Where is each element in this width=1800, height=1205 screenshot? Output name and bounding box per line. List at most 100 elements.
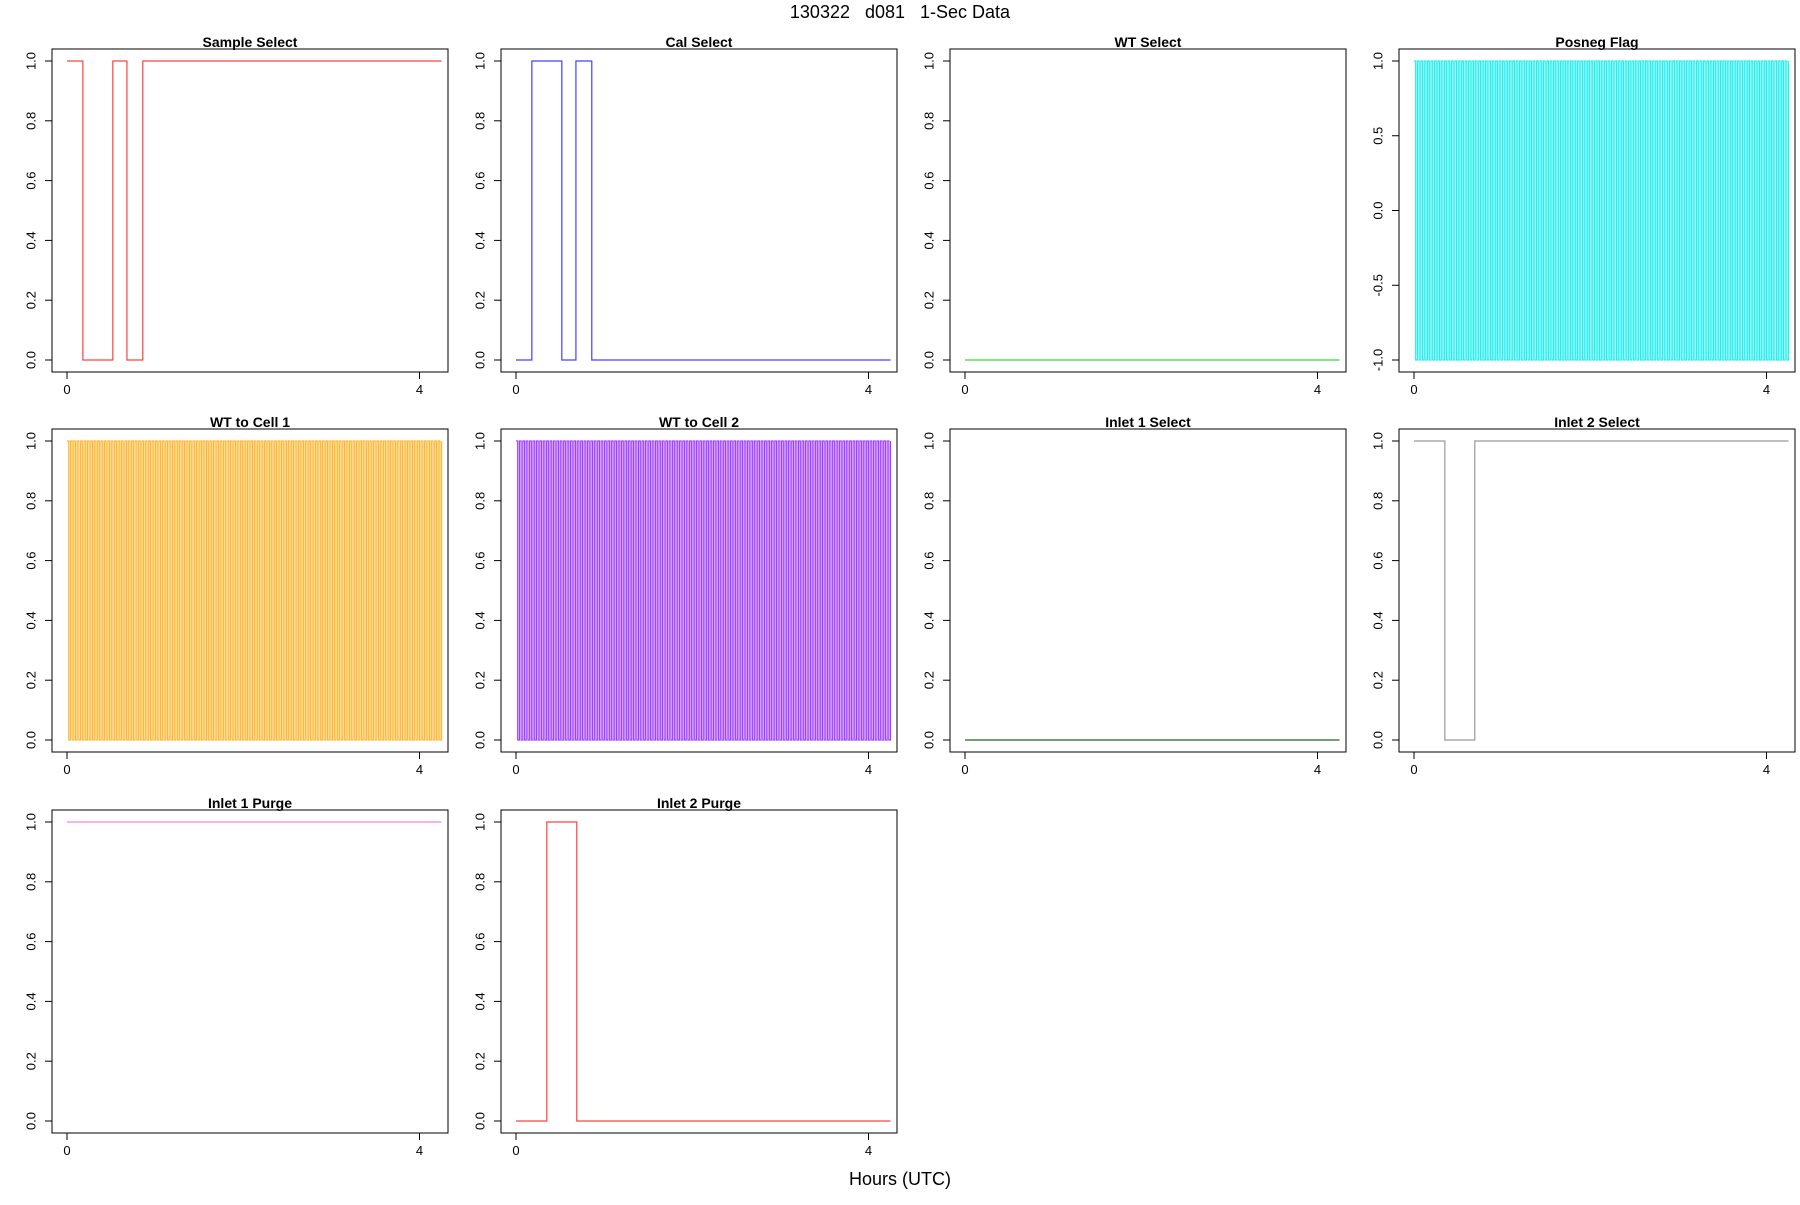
- y-tick-label: 0.6: [921, 172, 936, 190]
- y-tick-label: 1.0: [1370, 432, 1385, 450]
- panel-title: Sample Select: [203, 34, 298, 50]
- panel-4: Posneg Flag 0 4 -1.0 -0.5 0.0 0.5 1.0: [1370, 34, 1796, 397]
- series-line: [516, 60, 891, 361]
- y-tick-label: 0.0: [472, 1112, 487, 1130]
- panel-9: Inlet 1 Purge 0 4 0.0 0.2 0.4 0.6 0.8 1.0: [23, 795, 449, 1158]
- y-tick-label: 1.0: [472, 432, 487, 450]
- x-tick-label: 0: [63, 382, 70, 397]
- series-line: [1414, 440, 1789, 741]
- y-tick-label: 0.0: [921, 351, 936, 369]
- panel-8: Inlet 2 Select 0 4 0.0 0.2 0.4 0.6 0.8 1.0: [1370, 414, 1796, 777]
- y-tick-label: 0.4: [23, 992, 38, 1010]
- y-tick-label: 0.2: [472, 291, 487, 309]
- y-tick-label: 0.8: [921, 112, 936, 130]
- x-tick-label: 4: [416, 1143, 423, 1158]
- y-tick-label: 0.0: [1370, 201, 1385, 219]
- y-tick-label: 0.8: [921, 492, 936, 510]
- x-axis-title: Hours (UTC): [849, 1169, 951, 1189]
- x-tick-label: 4: [865, 762, 872, 777]
- panel-1: Sample Select 0 4 0.0 0.2 0.4 0.6 0.8 1.0: [23, 34, 449, 397]
- y-tick-label: 0.4: [1370, 611, 1385, 629]
- x-tick-label: 4: [1314, 762, 1321, 777]
- x-tick-label: 0: [1410, 382, 1417, 397]
- y-tick-label: 0.8: [23, 873, 38, 891]
- y-tick-label: 0.8: [23, 112, 38, 130]
- plot-frame: [51, 428, 449, 753]
- series-line: [1414, 60, 1790, 361]
- series-line: [516, 440, 892, 741]
- y-tick-label: 0.6: [23, 172, 38, 190]
- y-tick-label: 0.4: [472, 231, 487, 249]
- y-tick-label: 0.0: [1370, 731, 1385, 749]
- y-tick-label: 0.6: [472, 552, 487, 570]
- y-tick-label: 1.0: [23, 52, 38, 70]
- y-tick-label: 0.0: [23, 731, 38, 749]
- y-tick-label: 0.4: [472, 992, 487, 1010]
- x-tick-label: 0: [63, 1143, 70, 1158]
- x-tick-label: 0: [63, 762, 70, 777]
- panel-5: WT to Cell 1 0 4 0.0 0.2 0.4 0.6 0.8 1.0: [23, 414, 449, 777]
- y-tick-label: 0.4: [921, 231, 936, 249]
- y-tick-label: 0.8: [472, 112, 487, 130]
- x-tick-label: 0: [512, 762, 519, 777]
- x-tick-label: 4: [865, 382, 872, 397]
- series-line: [67, 60, 442, 361]
- y-tick-label: 1.0: [921, 432, 936, 450]
- y-tick-label: 0.2: [23, 671, 38, 689]
- panel-title: Inlet 2 Select: [1554, 414, 1640, 430]
- y-tick-label: -1.0: [1370, 349, 1385, 371]
- plot-frame: [500, 48, 898, 373]
- y-tick-label: 0.0: [23, 351, 38, 369]
- y-tick-label: 0.2: [921, 291, 936, 309]
- y-tick-label: 0.0: [472, 731, 487, 749]
- plot-frame: [1398, 428, 1796, 753]
- x-tick-label: 0: [961, 762, 968, 777]
- y-tick-label: 1.0: [921, 52, 936, 70]
- y-tick-label: 1.0: [23, 813, 38, 831]
- plot-frame: [51, 48, 449, 373]
- x-tick-label: 4: [1763, 382, 1770, 397]
- x-tick-label: 0: [512, 382, 519, 397]
- panel-title: WT to Cell 2: [659, 414, 739, 430]
- y-tick-label: 1.0: [23, 432, 38, 450]
- y-tick-label: 0.2: [921, 671, 936, 689]
- x-tick-label: 4: [1763, 762, 1770, 777]
- y-tick-label: 0.2: [23, 1052, 38, 1070]
- panel-title: Posneg Flag: [1555, 34, 1638, 50]
- plot-frame: [500, 809, 898, 1134]
- x-tick-label: 4: [1314, 382, 1321, 397]
- y-tick-label: 0.6: [472, 172, 487, 190]
- y-tick-label: 0.6: [1370, 552, 1385, 570]
- panel-7: Inlet 1 Select 0 4 0.0 0.2 0.4 0.6 0.8 1.0: [921, 414, 1347, 777]
- panel-title: WT to Cell 1: [210, 414, 290, 430]
- x-tick-label: 4: [416, 762, 423, 777]
- y-tick-label: 0.5: [1370, 127, 1385, 145]
- panel-2: Cal Select 0 4 0.0 0.2 0.4 0.6 0.8 1.0: [472, 34, 898, 397]
- y-tick-label: 1.0: [472, 52, 487, 70]
- plot-frame: [949, 428, 1347, 753]
- x-tick-label: 0: [512, 1143, 519, 1158]
- figure-title: 130322 d081 1-Sec Data: [789, 2, 1011, 22]
- y-tick-label: 0.0: [472, 351, 487, 369]
- x-tick-label: 4: [416, 382, 423, 397]
- y-tick-label: 0.6: [921, 552, 936, 570]
- panel-3: WT Select 0 4 0.0 0.2 0.4 0.6 0.8 1.0: [921, 34, 1347, 397]
- y-tick-label: 0.4: [921, 611, 936, 629]
- panel-10: Inlet 2 Purge 0 4 0.0 0.2 0.4 0.6 0.8 1.0: [472, 795, 898, 1158]
- y-tick-label: 0.2: [472, 1052, 487, 1070]
- y-tick-label: 0.0: [23, 1112, 38, 1130]
- series-line: [67, 440, 443, 741]
- y-tick-label: 0.4: [23, 611, 38, 629]
- panel-title: Cal Select: [666, 34, 733, 50]
- y-tick-label: 0.8: [472, 492, 487, 510]
- y-tick-label: 0.4: [472, 611, 487, 629]
- y-tick-label: 0.6: [23, 552, 38, 570]
- panel-title: WT Select: [1115, 34, 1182, 50]
- panel-title: Inlet 1 Purge: [208, 795, 292, 811]
- panel-6: WT to Cell 2 0 4 0.0 0.2 0.4 0.6 0.8 1.0: [472, 414, 898, 777]
- y-tick-label: 1.0: [472, 813, 487, 831]
- y-tick-label: 0.2: [472, 671, 487, 689]
- x-tick-label: 0: [961, 382, 968, 397]
